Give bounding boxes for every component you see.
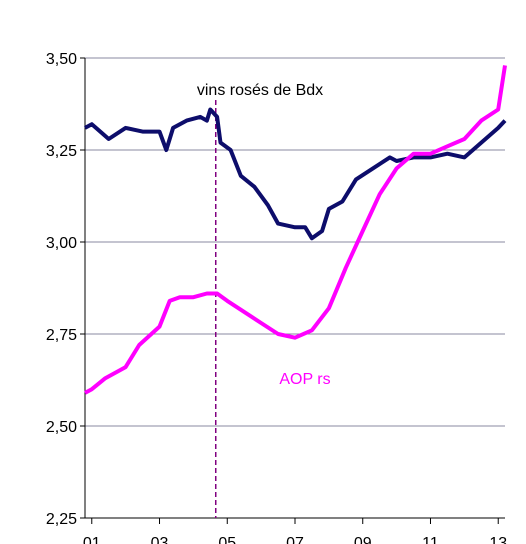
series-annotation: vins rosés de Bdx xyxy=(197,82,323,99)
line-series xyxy=(84,107,507,241)
y-tick-label: 2,50 xyxy=(46,419,77,436)
y-tick-label: 2,75 xyxy=(46,327,77,344)
x-tick-label: 09 xyxy=(354,535,372,544)
x-tick-label: 01 xyxy=(83,535,101,544)
y-tick-label: 3,50 xyxy=(46,51,77,68)
y-tick-label: 2,25 xyxy=(46,511,77,528)
x-tick-label: 07 xyxy=(286,535,304,544)
series-annotation: AOP rs xyxy=(279,371,330,388)
y-tick-label: 3,25 xyxy=(46,143,77,160)
x-tick-label: 03 xyxy=(151,535,169,544)
line-series xyxy=(84,65,507,395)
x-tick-label: 13 xyxy=(489,535,507,544)
x-tick-label: 11 xyxy=(422,535,439,544)
x-tick-label: 05 xyxy=(218,535,236,544)
y-tick-label: 3,00 xyxy=(46,235,77,252)
